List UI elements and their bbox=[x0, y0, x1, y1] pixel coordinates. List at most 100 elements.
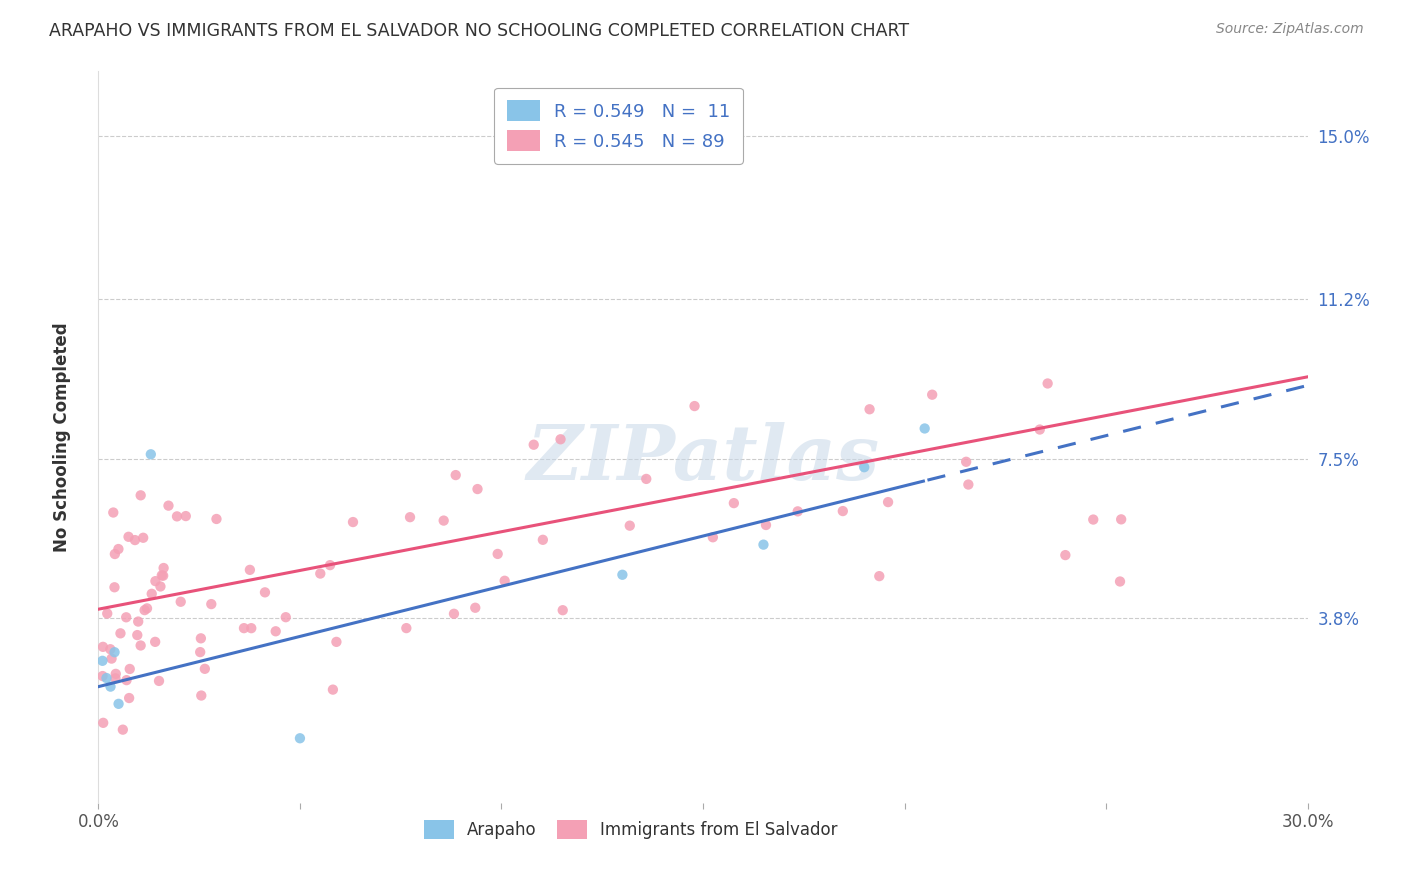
Point bbox=[132, 531, 155, 545]
Point bbox=[921, 387, 943, 401]
Point bbox=[194, 662, 217, 676]
Point bbox=[103, 645, 125, 659]
Point bbox=[612, 567, 634, 582]
Point bbox=[619, 518, 641, 533]
Point bbox=[91, 715, 114, 730]
Point bbox=[188, 645, 211, 659]
Point bbox=[118, 662, 141, 676]
Point bbox=[148, 673, 170, 688]
Point bbox=[127, 615, 149, 629]
Point bbox=[205, 512, 228, 526]
Point bbox=[1054, 548, 1077, 562]
Point bbox=[200, 597, 222, 611]
Point bbox=[319, 558, 342, 573]
Point bbox=[253, 585, 276, 599]
Point bbox=[166, 509, 188, 524]
Point bbox=[149, 579, 172, 593]
Point bbox=[786, 504, 808, 518]
Point bbox=[1109, 512, 1132, 526]
Text: Source: ZipAtlas.com: Source: ZipAtlas.com bbox=[1216, 22, 1364, 37]
Point bbox=[551, 603, 574, 617]
Point bbox=[914, 421, 936, 435]
Point bbox=[868, 569, 890, 583]
Point bbox=[111, 723, 134, 737]
Point bbox=[264, 624, 287, 639]
Point bbox=[955, 455, 977, 469]
Point bbox=[531, 533, 554, 547]
Point bbox=[831, 504, 853, 518]
Point bbox=[143, 635, 166, 649]
Point bbox=[115, 673, 138, 687]
Point bbox=[91, 669, 114, 683]
Point bbox=[1083, 512, 1105, 526]
Point bbox=[494, 574, 516, 588]
Point bbox=[96, 607, 118, 621]
Point bbox=[683, 399, 706, 413]
Point bbox=[877, 495, 900, 509]
Point bbox=[240, 621, 263, 635]
Point bbox=[152, 568, 174, 582]
Point bbox=[129, 639, 152, 653]
Point bbox=[288, 731, 311, 746]
Point bbox=[124, 533, 146, 547]
Point bbox=[190, 632, 212, 646]
Point bbox=[325, 635, 347, 649]
Text: ZIPatlas: ZIPatlas bbox=[526, 422, 880, 496]
Legend: Arapaho, Immigrants from El Salvador: Arapaho, Immigrants from El Salvador bbox=[418, 814, 844, 846]
Point bbox=[342, 515, 364, 529]
Point bbox=[127, 628, 149, 642]
Point bbox=[145, 574, 167, 589]
Point bbox=[110, 626, 132, 640]
Point bbox=[636, 472, 658, 486]
Point bbox=[433, 514, 456, 528]
Point bbox=[174, 509, 197, 524]
Point bbox=[399, 510, 422, 524]
Point bbox=[91, 640, 114, 654]
Point bbox=[322, 682, 344, 697]
Point bbox=[170, 595, 193, 609]
Point bbox=[115, 610, 138, 624]
Point bbox=[853, 460, 876, 475]
Point bbox=[91, 654, 114, 668]
Point bbox=[103, 580, 125, 594]
Point bbox=[752, 538, 775, 552]
Point bbox=[96, 671, 118, 685]
Point bbox=[190, 689, 212, 703]
Point bbox=[1029, 423, 1052, 437]
Point bbox=[233, 621, 256, 635]
Point bbox=[117, 530, 139, 544]
Point bbox=[755, 518, 778, 533]
Point bbox=[523, 438, 546, 452]
Point bbox=[239, 563, 262, 577]
Point bbox=[104, 672, 127, 686]
Point bbox=[139, 447, 162, 461]
Point bbox=[486, 547, 509, 561]
Point bbox=[723, 496, 745, 510]
Point bbox=[104, 547, 127, 561]
Point bbox=[100, 651, 122, 665]
Point bbox=[858, 402, 880, 417]
Point bbox=[152, 561, 174, 575]
Point bbox=[444, 468, 467, 483]
Point bbox=[274, 610, 297, 624]
Point bbox=[129, 488, 152, 502]
Point bbox=[1036, 376, 1059, 391]
Point bbox=[107, 542, 129, 557]
Point bbox=[395, 621, 418, 635]
Point bbox=[550, 432, 572, 446]
Point bbox=[107, 697, 129, 711]
Text: ARAPAHO VS IMMIGRANTS FROM EL SALVADOR NO SCHOOLING COMPLETED CORRELATION CHART: ARAPAHO VS IMMIGRANTS FROM EL SALVADOR N… bbox=[49, 22, 910, 40]
Point bbox=[150, 568, 173, 582]
Point bbox=[443, 607, 465, 621]
Point bbox=[104, 666, 127, 681]
Point bbox=[134, 603, 156, 617]
Point bbox=[103, 506, 125, 520]
Point bbox=[136, 601, 159, 615]
Point bbox=[464, 600, 486, 615]
Point bbox=[702, 530, 724, 544]
Point bbox=[98, 642, 121, 657]
Y-axis label: No Schooling Completed: No Schooling Completed bbox=[53, 322, 72, 552]
Point bbox=[309, 566, 332, 581]
Point bbox=[957, 477, 980, 491]
Point bbox=[157, 499, 180, 513]
